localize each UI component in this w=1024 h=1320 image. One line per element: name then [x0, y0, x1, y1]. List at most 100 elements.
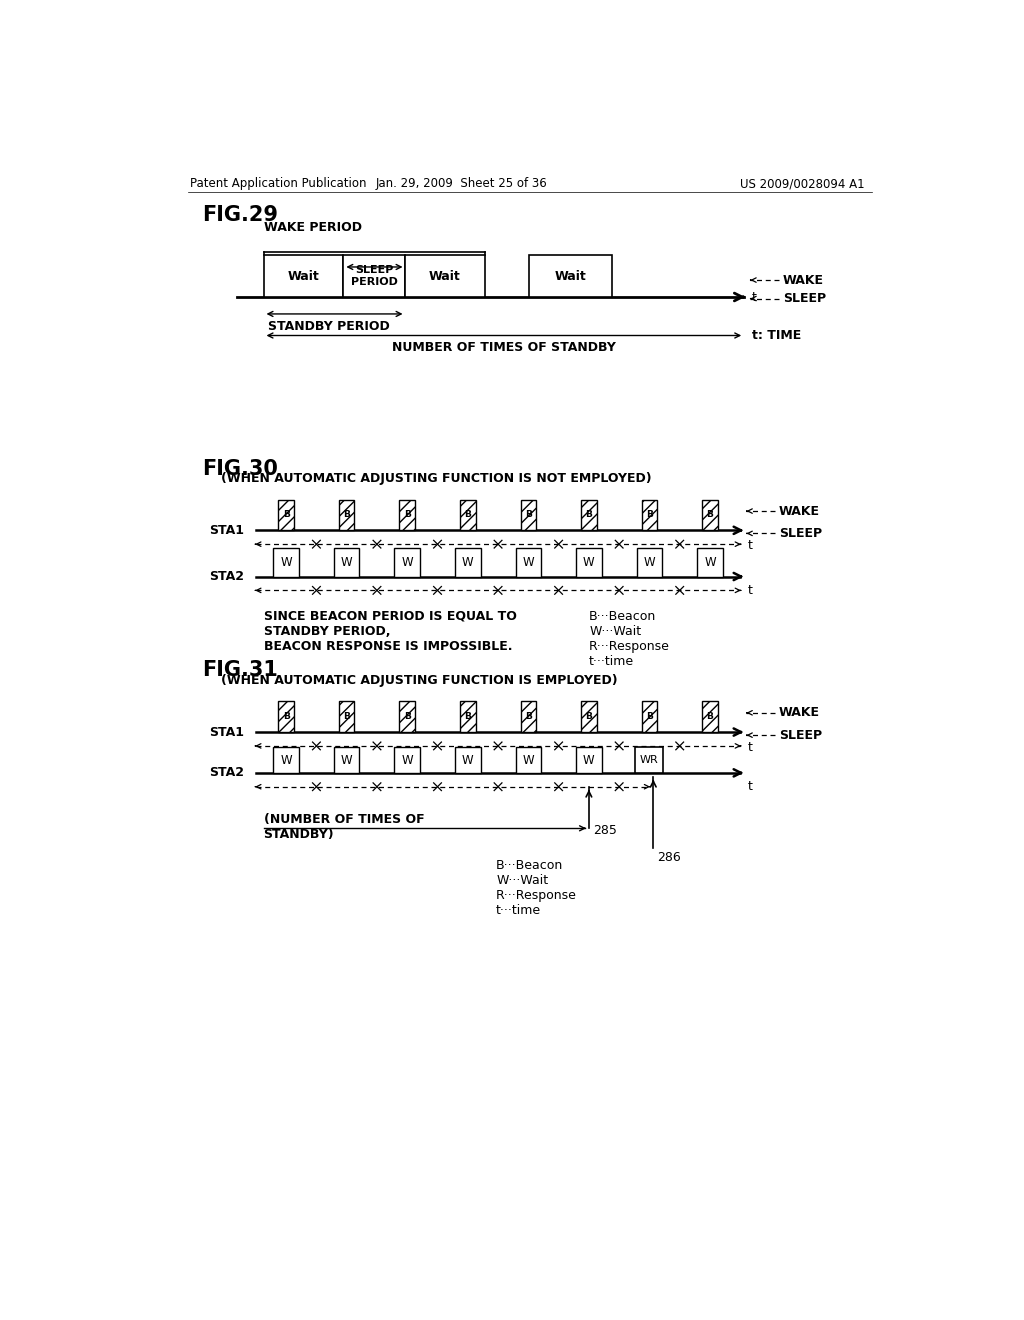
Text: (NUMBER OF TIMES OF
STANDBY): (NUMBER OF TIMES OF STANDBY) [263, 813, 424, 841]
Bar [339, 499, 354, 531]
Text: Jan. 29, 2009  Sheet 25 of 36: Jan. 29, 2009 Sheet 25 of 36 [376, 177, 547, 190]
Bar [273, 548, 299, 577]
Bar [399, 701, 415, 733]
Text: t: t [748, 741, 753, 754]
Bar [460, 701, 475, 733]
Text: W: W [341, 754, 352, 767]
Text: (WHEN AUTOMATIC ADJUSTING FUNCTION IS EMPLOYED): (WHEN AUTOMATIC ADJUSTING FUNCTION IS EM… [221, 675, 617, 686]
Bar [263, 256, 343, 297]
Text: t: t [748, 583, 753, 597]
Text: W: W [583, 754, 595, 767]
Text: WAKE: WAKE [779, 706, 820, 719]
Text: STA1: STA1 [209, 524, 245, 537]
Text: W: W [281, 556, 292, 569]
Bar [343, 256, 406, 297]
Text: (WHEN AUTOMATIC ADJUSTING FUNCTION IS NOT EMPLOYED): (WHEN AUTOMATIC ADJUSTING FUNCTION IS NO… [221, 473, 651, 486]
Text: FIG.29: FIG.29 [202, 205, 278, 224]
Text: B: B [586, 713, 592, 721]
Text: B: B [403, 511, 411, 519]
Text: WAKE: WAKE [779, 504, 820, 517]
Bar [279, 499, 294, 531]
Bar [582, 701, 597, 733]
Bar [577, 548, 602, 577]
Text: t: TIME: t: TIME [752, 329, 801, 342]
Text: t: t [748, 539, 753, 552]
Text: 285: 285 [593, 825, 616, 837]
Bar [636, 747, 664, 774]
Text: W: W [401, 556, 413, 569]
Text: W: W [401, 754, 413, 767]
Text: W: W [281, 754, 292, 767]
Text: NUMBER OF TIMES OF STANDBY: NUMBER OF TIMES OF STANDBY [392, 342, 615, 354]
Bar [702, 701, 718, 733]
Text: SINCE BEACON PERIOD IS EQUAL TO
STANDBY PERIOD,
BEACON RESPONSE IS IMPOSSIBLE.: SINCE BEACON PERIOD IS EQUAL TO STANDBY … [263, 610, 516, 652]
Bar [394, 747, 420, 774]
Text: STANDBY PERIOD: STANDBY PERIOD [267, 319, 389, 333]
Bar [697, 548, 723, 577]
Bar [637, 548, 663, 577]
Bar [642, 499, 657, 531]
Text: W: W [341, 556, 352, 569]
Bar [399, 499, 415, 531]
Text: STA2: STA2 [209, 767, 245, 779]
Text: SLEEP: SLEEP [779, 527, 822, 540]
Text: Patent Application Publication: Patent Application Publication [190, 177, 367, 190]
Bar [455, 747, 480, 774]
Text: B···Beacon
W···Wait
R···Response
t···time: B···Beacon W···Wait R···Response t···tim… [496, 859, 577, 917]
Bar [406, 256, 484, 297]
Bar [702, 499, 718, 531]
Text: SLEEP
PERIOD: SLEEP PERIOD [351, 265, 398, 286]
Bar [339, 701, 354, 733]
Bar [520, 701, 537, 733]
Bar [515, 548, 541, 577]
Text: 286: 286 [657, 851, 681, 865]
Bar [279, 701, 294, 733]
Text: W: W [644, 556, 655, 569]
Text: B: B [464, 511, 471, 519]
Text: B: B [586, 511, 592, 519]
Bar [273, 747, 299, 774]
Text: WAKE: WAKE [783, 273, 824, 286]
Text: FIG.30: FIG.30 [202, 459, 278, 479]
Text: B: B [707, 713, 714, 721]
Text: B: B [403, 713, 411, 721]
Text: W: W [462, 556, 474, 569]
Text: B: B [646, 713, 653, 721]
Text: W: W [522, 754, 535, 767]
Bar [455, 548, 480, 577]
Bar [528, 256, 612, 297]
Text: B: B [707, 511, 714, 519]
Text: B: B [646, 511, 653, 519]
Text: B···Beacon
W···Wait
R···Response
t···time: B···Beacon W···Wait R···Response t···tim… [589, 610, 670, 668]
Bar [577, 747, 602, 774]
Text: B: B [283, 511, 290, 519]
Text: Wait: Wait [555, 269, 587, 282]
Text: B: B [283, 713, 290, 721]
Bar [520, 499, 537, 531]
Text: Wait: Wait [429, 269, 461, 282]
Text: SLEEP: SLEEP [779, 729, 822, 742]
Bar [515, 747, 541, 774]
Text: W: W [583, 556, 595, 569]
Text: t: t [752, 290, 757, 304]
Text: B: B [343, 713, 350, 721]
Text: SLEEP: SLEEP [783, 292, 826, 305]
Text: WAKE PERIOD: WAKE PERIOD [263, 222, 361, 234]
Text: W: W [522, 556, 535, 569]
Text: STA2: STA2 [209, 570, 245, 583]
Text: FIG.31: FIG.31 [202, 660, 278, 680]
Text: STA1: STA1 [209, 726, 245, 739]
Bar [642, 701, 657, 733]
Text: WR: WR [640, 755, 658, 766]
Bar [460, 499, 475, 531]
Text: t: t [748, 780, 753, 793]
Text: W: W [705, 556, 716, 569]
Text: Wait: Wait [288, 269, 319, 282]
Text: B: B [525, 713, 531, 721]
Text: W: W [462, 754, 474, 767]
Text: US 2009/0028094 A1: US 2009/0028094 A1 [739, 177, 864, 190]
Bar [334, 747, 359, 774]
Bar [334, 548, 359, 577]
Text: B: B [525, 511, 531, 519]
Bar [582, 499, 597, 531]
